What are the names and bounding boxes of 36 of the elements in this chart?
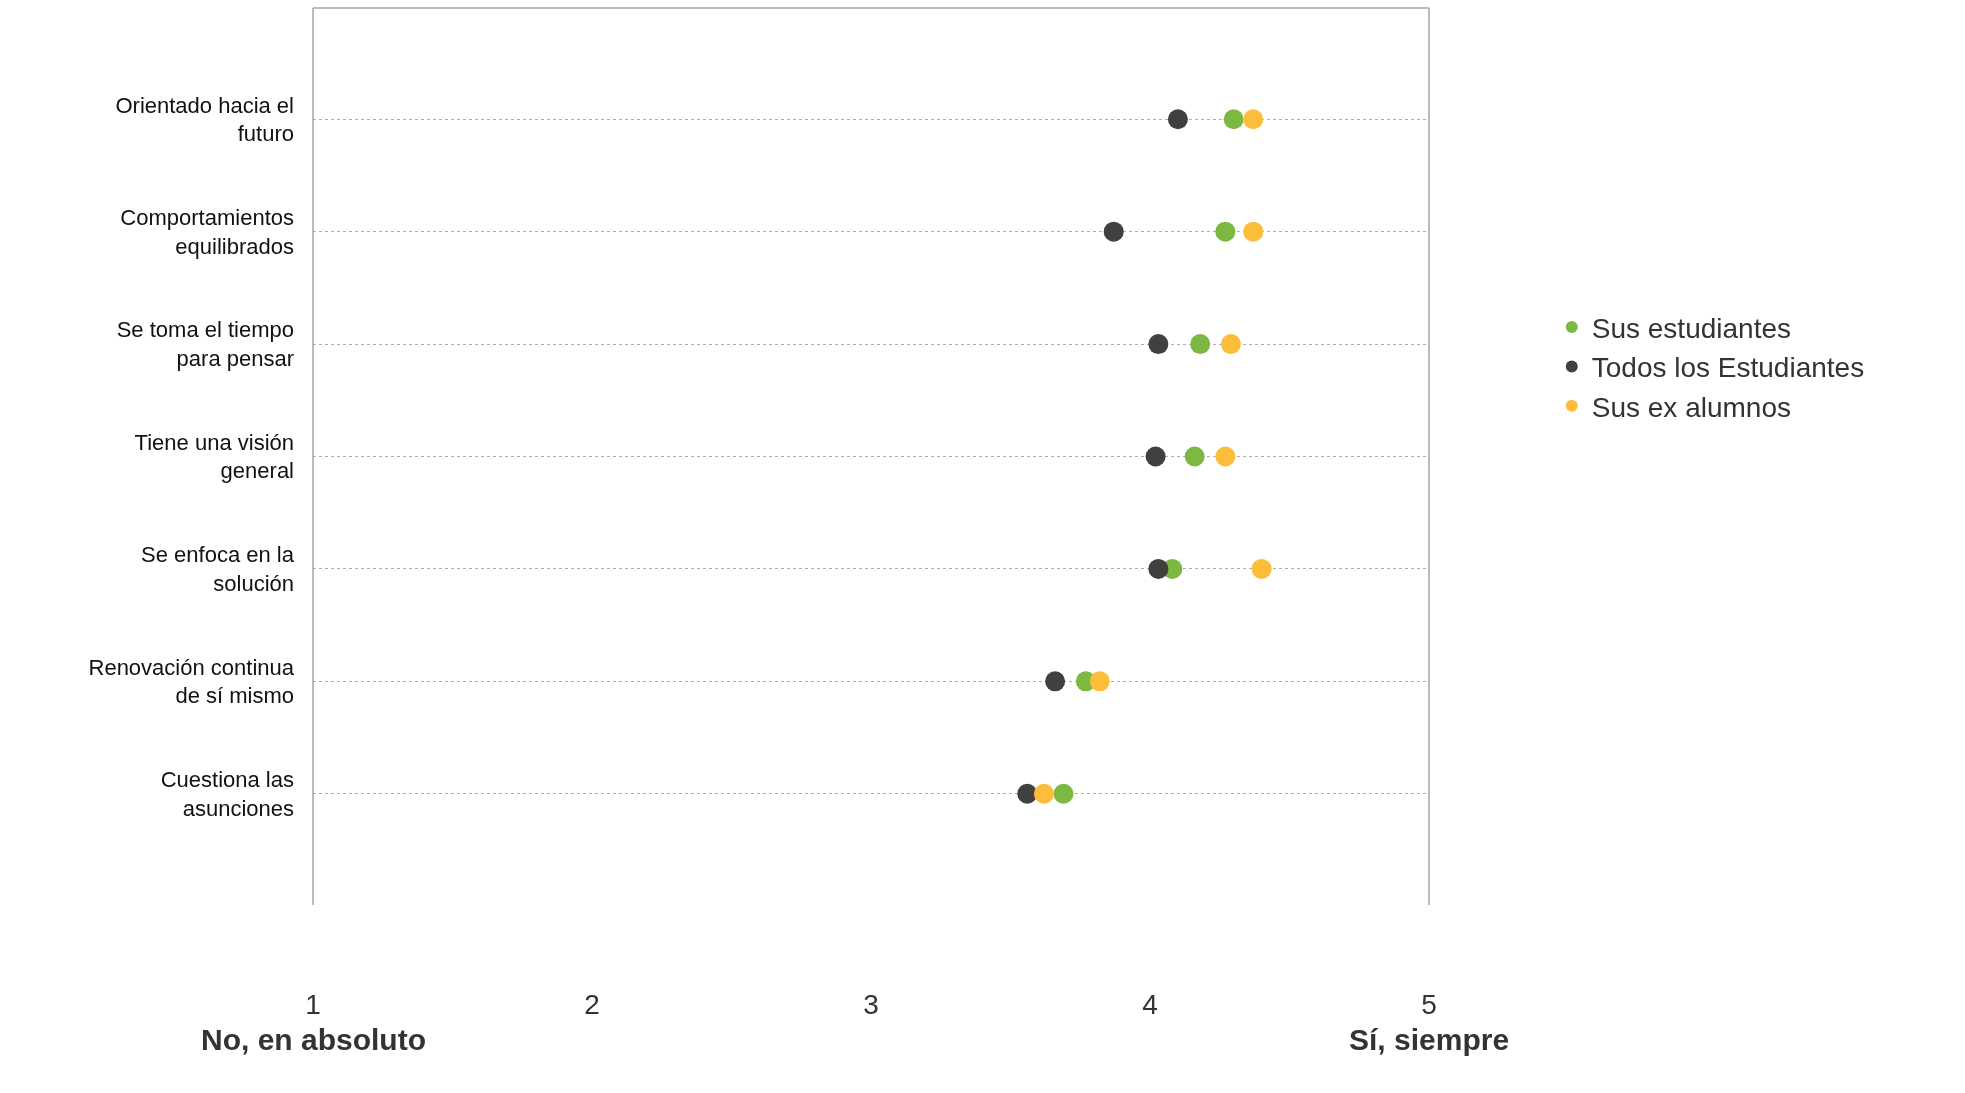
text: No, en absoluto [201, 1023, 426, 1056]
point [1184, 446, 1205, 467]
point [1089, 671, 1110, 692]
point [1148, 558, 1169, 579]
y-tick-label: Cuestiona las asunciones [160, 767, 294, 821]
point [1033, 783, 1054, 804]
point [1148, 334, 1169, 355]
legend-label: Todos los Estudiantes [1591, 352, 1865, 384]
point [1243, 221, 1264, 242]
text: Sí, siempre [1349, 1023, 1510, 1056]
point [1190, 334, 1211, 355]
point [1103, 221, 1124, 242]
point [1251, 558, 1272, 579]
point [1145, 446, 1166, 467]
point [1045, 671, 1066, 692]
x-tick-label: 5 [1421, 989, 1437, 1020]
y-tick-label: Se toma el tiempo para pensar [116, 317, 294, 372]
x-tick-label: 2 [584, 989, 600, 1020]
point [1243, 109, 1264, 130]
y-tick-label: Comportamientos equilibrados [120, 205, 294, 259]
point [1220, 334, 1241, 355]
x-tick-label: 3 [863, 989, 879, 1020]
y-tick-label: Renovación continua de sí mismo [88, 654, 295, 709]
point [1223, 109, 1244, 130]
y-tick-label: Tiene una visión general [134, 429, 294, 484]
legend-label: Sus estudiantes [1591, 312, 1792, 344]
y-tick-label: Se enfoca en la solución [141, 542, 295, 596]
point [1017, 783, 1038, 804]
point [1215, 446, 1236, 467]
point [1053, 783, 1074, 804]
legend-label: Sus ex alumnos [1591, 391, 1791, 423]
y-tick-label: Orientado hacia el futuro [115, 92, 294, 147]
x-tick-label: 4 [1142, 989, 1158, 1020]
point [1215, 221, 1236, 242]
point [1167, 109, 1188, 130]
x-tick-label: 1 [305, 989, 321, 1020]
